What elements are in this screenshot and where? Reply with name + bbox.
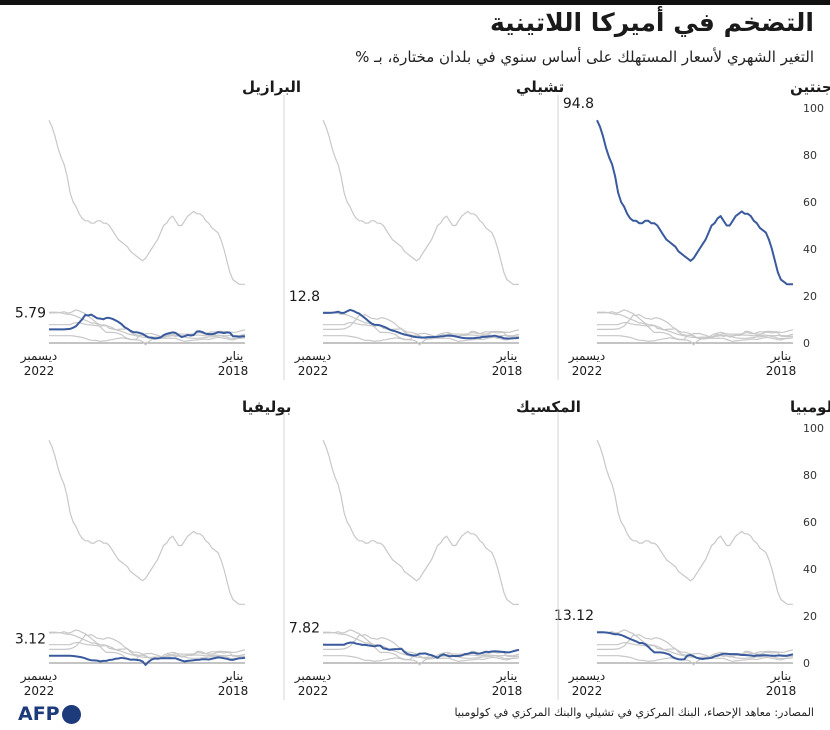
chart-title: التضخم في أميركا اللاتينية — [489, 8, 814, 37]
last-value-label: 7.82 — [289, 621, 320, 637]
background-series-line — [322, 322, 520, 339]
background-series-line — [48, 119, 245, 285]
highlight-series-line — [597, 631, 794, 661]
background-series-line — [322, 119, 519, 285]
last-value-label: 5.79 — [15, 305, 46, 321]
panel-title: المكسيك — [516, 398, 581, 416]
background-series-line — [323, 631, 520, 661]
y-tick-label: 40 — [803, 563, 817, 576]
x-end-month-label: ديسمبر — [294, 669, 332, 684]
background-series-line — [49, 631, 246, 661]
background-series-line — [48, 641, 246, 659]
highlight-series-line — [323, 308, 520, 340]
background-series-line — [323, 655, 520, 666]
panel-title: كولومبيا — [790, 398, 830, 416]
y-tick-label: 100 — [803, 102, 824, 115]
background-series-line — [323, 335, 520, 346]
last-value-label: 3.12 — [15, 632, 46, 648]
afp-logo: AFP — [18, 703, 81, 725]
background-series-line — [596, 439, 793, 605]
last-value-label: 13.12 — [554, 608, 594, 624]
panel-title: بوليفيا — [242, 398, 291, 416]
highlight-series-line — [322, 641, 520, 659]
x-end-month-label: ديسمبر — [20, 349, 58, 364]
highlight-series-line — [596, 119, 793, 286]
y-tick-label: 0 — [803, 337, 810, 350]
background-series-line — [596, 641, 794, 659]
panel-title: الأرجنتين — [790, 78, 830, 96]
y-tick-label: 20 — [803, 290, 817, 303]
x-start-month-label: يناير — [770, 669, 792, 684]
x-end-year-label: 2022 — [298, 364, 329, 378]
background-series-line — [597, 335, 794, 346]
x-end-year-label: 2022 — [24, 684, 55, 698]
x-end-year-label: 2022 — [298, 684, 329, 698]
y-tick-label: 100 — [803, 422, 824, 435]
chart-subtitle: التغير الشهري لأسعار المستهلك على أساس س… — [355, 48, 814, 66]
x-end-month-label: ديسمبر — [568, 349, 606, 364]
background-series-line — [48, 322, 246, 339]
last-value-label: 12.8 — [289, 289, 320, 305]
x-start-month-label: يناير — [770, 349, 792, 364]
y-tick-label: 60 — [803, 196, 817, 209]
x-start-year-label: 2018 — [766, 684, 797, 698]
y-tick-label: 60 — [803, 516, 817, 529]
background-series-line — [322, 439, 519, 605]
x-end-month-label: ديسمبر — [568, 669, 606, 684]
x-start-month-label: يناير — [496, 349, 518, 364]
y-tick-label: 20 — [803, 610, 817, 623]
top-rule — [0, 0, 830, 5]
x-start-month-label: يناير — [222, 349, 244, 364]
afp-logo-dot — [61, 704, 81, 724]
y-tick-label: 0 — [803, 657, 810, 670]
highlight-series-line — [49, 654, 246, 666]
x-end-month-label: ديسمبر — [294, 349, 332, 364]
x-start-year-label: 2018 — [766, 364, 797, 378]
x-end-month-label: ديسمبر — [20, 669, 58, 684]
x-start-month-label: يناير — [222, 669, 244, 684]
x-start-month-label: يناير — [496, 669, 518, 684]
x-start-year-label: 2018 — [218, 684, 249, 698]
y-tick-label: 40 — [803, 243, 817, 256]
y-tick-label: 80 — [803, 469, 817, 482]
panel-title: تشيلي — [516, 78, 564, 96]
background-series-line — [49, 335, 246, 346]
panel-title: البرازيل — [242, 78, 301, 96]
highlight-series-line — [49, 313, 246, 340]
background-series-line — [48, 439, 245, 605]
background-series-line — [597, 655, 794, 666]
afp-logo-text: AFP — [18, 703, 60, 725]
x-end-year-label: 2022 — [572, 684, 603, 698]
x-end-year-label: 2022 — [572, 364, 603, 378]
background-series-line — [597, 311, 794, 341]
x-end-year-label: 2022 — [24, 364, 55, 378]
x-start-year-label: 2018 — [218, 364, 249, 378]
last-value-label: 94.8 — [563, 96, 594, 112]
y-tick-label: 80 — [803, 149, 817, 162]
x-start-year-label: 2018 — [492, 364, 523, 378]
background-series-line — [596, 322, 794, 339]
x-start-year-label: 2018 — [492, 684, 523, 698]
source-note: المصادر: معاهد الإحصاء، البنك المركزي في… — [454, 706, 814, 719]
